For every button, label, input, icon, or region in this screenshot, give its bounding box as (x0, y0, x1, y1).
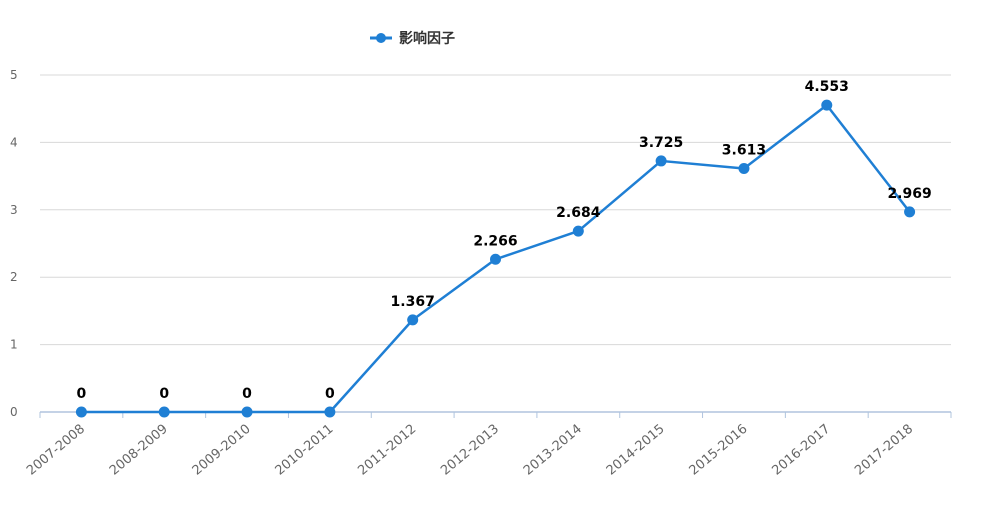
x-tick-label: 2008-2009 (107, 422, 171, 479)
data-label: 3.613 (722, 142, 766, 158)
data-point[interactable] (490, 253, 501, 265)
data-label: 0 (242, 386, 252, 402)
data-point[interactable] (324, 406, 336, 418)
data-point[interactable] (241, 406, 253, 418)
y-tick-label: 1 (10, 338, 18, 352)
data-labels: 0 0 0 0 1.367 2.266 2.684 3.725 3.613 4.553 2.969 (77, 79, 932, 402)
x-tick-label: 2007-2008 (24, 422, 88, 479)
y-tick-label: 0 (10, 405, 18, 419)
x-tick-label: 2010-2011 (273, 422, 337, 479)
data-point[interactable] (821, 99, 833, 111)
data-label: 2.969 (887, 186, 931, 202)
series-line-group (75, 99, 916, 418)
y-tick-label: 2 (10, 270, 18, 284)
data-label: 1.367 (391, 294, 435, 310)
data-label: 0 (159, 386, 169, 402)
y-tick-label: 5 (10, 68, 18, 82)
x-tick-label: 2009-2010 (190, 422, 254, 479)
legend-dot-marker (376, 33, 386, 43)
x-tick-label: 2015-2016 (687, 422, 751, 479)
x-tick-label: 2017-2018 (852, 422, 916, 479)
data-label: 2.684 (556, 205, 601, 221)
x-tick-label: 2012-2013 (438, 422, 502, 479)
y-tick-label: 3 (10, 203, 18, 217)
y-tick-label: 4 (10, 135, 18, 149)
data-point[interactable] (407, 314, 419, 326)
x-tick-label: 2014-2015 (604, 422, 668, 479)
data-point[interactable] (904, 206, 916, 218)
data-label: 0 (325, 386, 335, 402)
data-point[interactable] (655, 155, 667, 167)
data-point[interactable] (738, 162, 750, 174)
data-label: 2.266 (473, 233, 517, 249)
y-axis: 0 1 2 3 4 5 (10, 68, 18, 419)
grid-lines (40, 74, 951, 346)
data-label: 0 (77, 386, 87, 402)
x-axis: 2007-2008 2008-2009 2009-2010 2010-2011 2011… (24, 411, 952, 479)
data-point[interactable] (572, 225, 584, 237)
legend[interactable]: 影响因子 (370, 30, 455, 47)
data-label: 3.725 (639, 135, 683, 151)
legend-label: 影响因子 (399, 30, 455, 47)
data-label: 4.553 (805, 79, 849, 95)
x-tick-label: 2013-2014 (521, 422, 585, 479)
x-tick-label: 2016-2017 (769, 422, 833, 479)
data-point[interactable] (75, 406, 87, 418)
x-tick-label: 2011-2012 (355, 422, 419, 479)
data-point[interactable] (158, 406, 170, 418)
